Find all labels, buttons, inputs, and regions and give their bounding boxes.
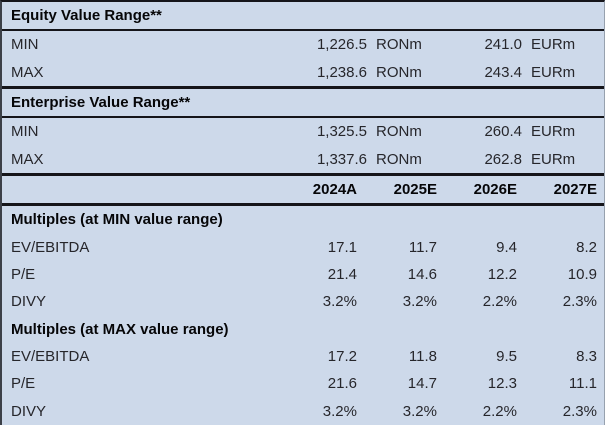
multiples-row-p-e: P/E 21.6 14.7 12.3 11.1 [2,370,604,397]
metric-value-2026e: 9.5 [496,348,517,366]
ron-value: 1,325.5 [316,123,367,141]
ron-unit-label: RONm [376,150,422,168]
metric-value-2027e: 11.1 [568,375,597,393]
metric-value-2024a: 21.6 [327,375,357,393]
multiples-row-p-e: P/E 21.4 14.6 12.2 10.9 [2,261,604,288]
metric-value-2027e: 2.3% [562,293,597,311]
enterprise-value-range-row-max: MAX 1,337.6 RONm 262.8 EURm [2,146,604,176]
ron-unit-label: RONm [376,63,422,81]
metric-value-2025e: 11.8 [408,348,437,366]
eur-value: 262.8 [484,150,522,168]
metric-value-2027e: 10.9 [567,266,597,284]
metric-value-2027e: 8.3 [576,348,597,366]
metric-value-2026e: 2.2% [482,402,517,420]
metric-value-2024a: 17.1 [327,238,357,256]
section-header-equity-value-range: Equity Value Range** [2,2,604,32]
ron-value: 1,238.6 [316,63,367,81]
metric-value-2025e: 14.7 [407,375,437,393]
year-header-2027e: 2027E [553,181,597,199]
metric-value-2024a: 3.2% [322,402,357,420]
metric-value-2026e: 12.2 [487,266,517,284]
metric-value-2026e: 2.2% [482,293,517,311]
year-header-2026e: 2026E [473,181,517,199]
row-label: MAX [11,150,44,168]
metric-label: DIVY [11,293,47,311]
multiples-row-divy: DIVY 3.2% 3.2% 2.2% 2.3% [2,288,604,315]
eur-unit-label: EURm [531,123,576,141]
multiples-group-title: Multiples (at MIN value range) [11,211,223,229]
section-header-enterprise-value-range: Enterprise Value Range** [2,89,604,119]
eur-unit-label: EURm [531,150,576,168]
year-header-2025e: 2025E [393,181,437,199]
multiples-group-title: Multiples (at MAX value range) [11,320,229,338]
section-title: Enterprise Value Range** [11,94,191,112]
metric-value-2025e: 3.2% [402,293,437,311]
metric-value-2025e: 11.7 [408,238,437,256]
eur-unit-label: EURm [531,63,576,81]
ron-unit-label: RONm [376,36,422,54]
eur-value: 243.4 [484,63,522,81]
multiples-row-ev-ebitda: EV/EBITDA 17.2 11.8 9.5 8.3 [2,343,604,370]
metric-label: EV/EBITDA [11,238,90,256]
ron-unit-label: RONm [376,123,422,141]
equity-value-range-row-min: MIN 1,226.5 RONm 241.0 EURm [2,31,604,58]
ron-value: 1,337.6 [316,150,367,168]
metric-label: EV/EBITDA [11,348,90,366]
metric-value-2027e: 8.2 [576,238,597,256]
group-header-multiples-at-min-value-range: Multiples (at MIN value range) [2,206,604,233]
metric-label: P/E [11,375,36,393]
metric-value-2026e: 9.4 [496,238,517,256]
multiples-year-header-row: 2024A 2025E 2026E 2027E [2,176,604,207]
multiples-row-ev-ebitda: EV/EBITDA 17.1 11.7 9.4 8.2 [2,234,604,261]
section-title: Equity Value Range** [11,7,162,25]
multiples-row-divy: DIVY 3.2% 3.2% 2.2% 2.3% [2,398,604,425]
row-label: MIN [11,36,39,54]
enterprise-value-range-row-min: MIN 1,325.5 RONm 260.4 EURm [2,118,604,145]
metric-value-2027e: 2.3% [562,402,597,420]
eur-value: 241.0 [484,36,522,54]
group-header-multiples-at-max-value-range: Multiples (at MAX value range) [2,316,604,343]
metric-value-2024a: 17.2 [327,348,357,366]
row-label: MAX [11,63,44,81]
metric-value-2024a: 3.2% [322,293,357,311]
ron-value: 1,226.5 [316,36,367,54]
metric-value-2025e: 14.6 [407,266,437,284]
metric-value-2025e: 3.2% [402,402,437,420]
row-label: MIN [11,123,39,141]
equity-value-range-row-max: MAX 1,238.6 RONm 243.4 EURm [2,59,604,89]
metric-label: DIVY [11,402,47,420]
year-header-2024a: 2024A [312,181,357,199]
eur-value: 260.4 [484,123,522,141]
metric-label: P/E [11,266,36,284]
metric-value-2026e: 12.3 [487,375,517,393]
eur-unit-label: EURm [531,36,576,54]
metric-value-2024a: 21.4 [327,266,357,284]
